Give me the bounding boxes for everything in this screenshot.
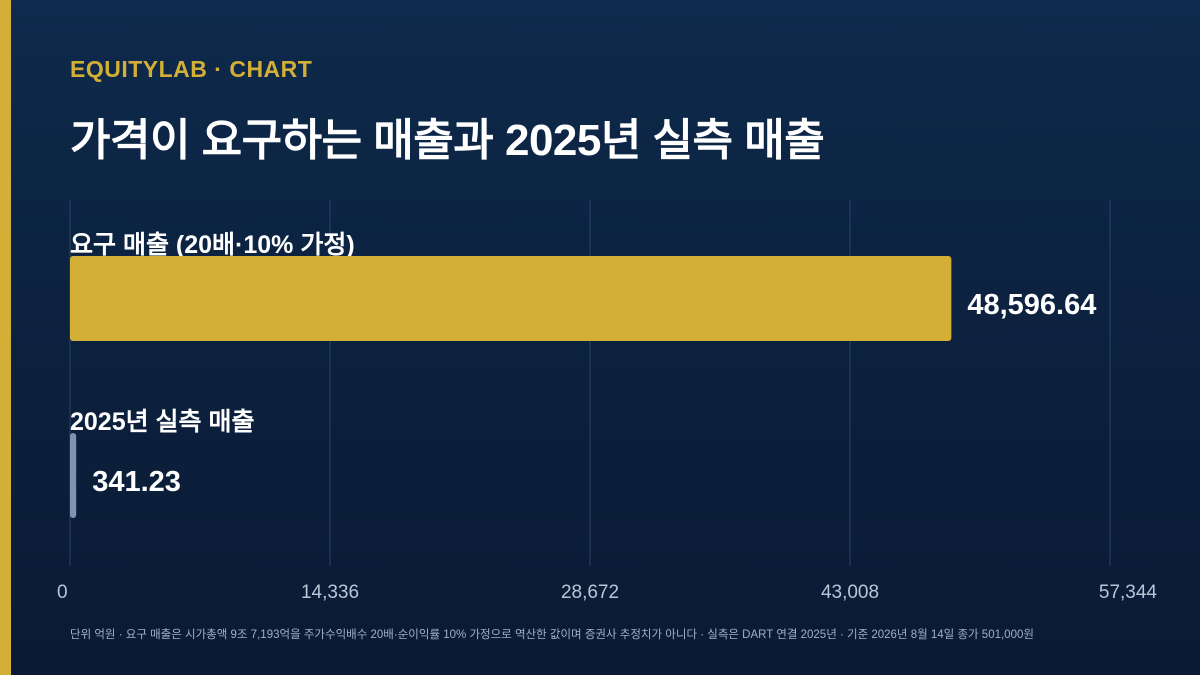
bar — [70, 256, 952, 341]
category-label: 요구 매출 (20배·10% 가정) — [70, 231, 355, 259]
brand-label: EQUITYLAB · CHART — [70, 56, 313, 82]
chart-title: 가격이 요구하는 매출과 2025년 실측 매출 — [70, 116, 825, 165]
x-tick-label: 57,344 — [1099, 582, 1158, 603]
data-label: 341.23 — [92, 466, 181, 498]
accent-stripe — [0, 0, 11, 675]
bar — [70, 433, 77, 518]
footnote: 단위 억원 · 요구 매출은 시가총액 9조 7,193억을 주가수익배수 20… — [70, 629, 1034, 641]
x-tick-label: 14,336 — [301, 582, 359, 603]
x-tick-label: 43,008 — [821, 582, 879, 603]
x-tick-label: 0 — [57, 582, 68, 603]
data-label: 48,596.64 — [967, 289, 1096, 321]
x-tick-label: 28,672 — [561, 582, 619, 603]
category-label: 2025년 실측 매출 — [70, 408, 255, 436]
